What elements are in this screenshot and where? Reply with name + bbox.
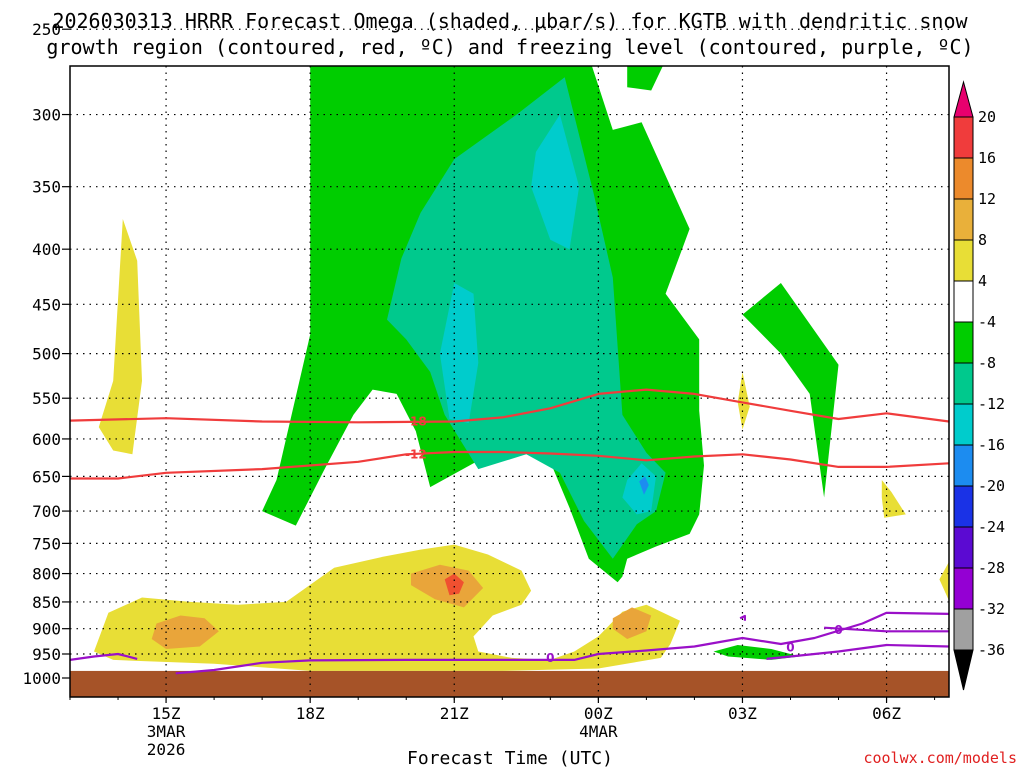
freezing-level-contour: [70, 652, 138, 661]
y-tick-label: 450: [32, 295, 61, 314]
y-tick-label: 500: [32, 345, 61, 364]
omega-region-cyan: [439, 283, 479, 424]
omega-region-yellow: [881, 480, 906, 518]
colorbar-swatch: [953, 280, 974, 323]
freezing-level-contour: [175, 611, 949, 675]
colorbar-swatch: [953, 362, 974, 405]
colorbar-swatch: [953, 403, 974, 446]
freezing-level-contour: [766, 643, 949, 660]
x-tick-date: 3MAR: [147, 722, 186, 741]
colorbar-swatch: [953, 485, 974, 528]
colorbar-label: -28: [978, 559, 1005, 577]
colorbar-swatch: [953, 526, 974, 569]
x-tick-date: 4MAR: [579, 722, 618, 741]
x-tick-year: 2026: [147, 740, 186, 759]
omega-region-green: [713, 645, 801, 660]
omega-region-orange: [612, 607, 652, 639]
y-tick-label: 700: [32, 502, 61, 521]
freezing-level-contour: [824, 626, 949, 633]
colorbar-label: 16: [978, 149, 996, 167]
freezing-level-contour-label: 0: [834, 623, 842, 637]
colorbar-bottom-arrow: [953, 649, 974, 691]
y-tick-label: 600: [32, 430, 61, 449]
colorbar-label: 20: [978, 108, 996, 126]
ground-surface: [70, 670, 949, 697]
colorbar-label: -4: [978, 313, 996, 331]
colorbar-label: -8: [978, 354, 996, 372]
omega-region-blue: [639, 476, 649, 495]
y-tick-label: 650: [32, 467, 61, 486]
omega-shading: [94, 66, 949, 671]
colorbar: 20 16 12 8 4 -4 -8 -12 -16 -20 -24 -28 -32 -36: [953, 80, 1005, 691]
dgz-contour: [70, 450, 949, 480]
colorbar-swatch: [953, 444, 974, 487]
y-tick-label: 800: [32, 565, 61, 584]
colorbar-swatch: [953, 321, 974, 364]
colorbar-swatch: [953, 116, 974, 159]
y-tick-label: 350: [32, 178, 61, 197]
colorbar-label: -32: [978, 600, 1005, 618]
chart-title-line1: 2026030313 HRRR Forecast Omega (shaded, …: [52, 9, 968, 33]
colorbar-label: 8: [978, 231, 987, 249]
colorbar-swatch: [953, 239, 974, 282]
y-tick-label: 750: [32, 534, 61, 553]
y-tick-label: 950: [32, 645, 61, 664]
omega-region-yellow: [98, 219, 142, 455]
omega-region-green: [742, 283, 839, 498]
colorbar-label: -36: [978, 641, 1005, 659]
credit-link[interactable]: coolwx.com/models: [863, 749, 1017, 767]
dgz-contour-label: -12: [405, 447, 427, 461]
freezing-level-contour: [739, 614, 746, 621]
omega-region-red: [444, 573, 464, 596]
chart-title-line2: growth region (contoured, red, ºC) and f…: [46, 35, 973, 59]
y-tick-label: 300: [32, 106, 61, 125]
contour-lines: -18 -12 0 0 0: [70, 388, 949, 675]
omega-region-yellow: [94, 544, 680, 671]
x-tick-label: 21Z: [440, 704, 469, 723]
freezing-level-contour-label: 0: [546, 651, 554, 665]
y-tick-label: 550: [32, 389, 61, 408]
x-tick-label: 18Z: [296, 704, 325, 723]
freezing-level-contour-label: 0: [786, 641, 794, 655]
x-tick-label: 03Z: [728, 704, 757, 723]
omega-region-cyan: [622, 463, 656, 515]
colorbar-label: -20: [978, 477, 1005, 495]
omega-region-yellow: [939, 561, 949, 601]
omega-region-cyan: [531, 114, 580, 250]
y-tick-label: 1000: [22, 669, 61, 688]
plot-area: -18 -12 0 0 0: [69, 28, 950, 698]
y-tick-label: 400: [32, 240, 61, 259]
dgz-contour-label: -18: [405, 414, 427, 428]
colorbar-swatch: [953, 608, 974, 651]
x-tick-label: 15Z: [152, 704, 181, 723]
colorbar-label: -12: [978, 395, 1005, 413]
colorbar-label: -24: [978, 518, 1005, 536]
colorbar-top-arrow: [953, 80, 974, 118]
omega-region-orange: [151, 615, 219, 649]
omega-region-teal: [387, 77, 666, 559]
dgz-contour: [70, 388, 949, 424]
omega-region-green: [627, 66, 663, 91]
omega-region-yellow: [737, 372, 750, 430]
colorbar-label: -16: [978, 436, 1005, 454]
colorbar-swatch: [953, 157, 974, 200]
gridlines: [70, 28, 949, 697]
plot-frame: [69, 65, 950, 698]
colorbar-label: 4: [978, 272, 987, 290]
colorbar-label: 12: [978, 190, 996, 208]
x-tick-label: 00Z: [584, 704, 613, 723]
y-tick-label: 250: [32, 20, 61, 39]
x-axis-label: Forecast Time (UTC): [407, 748, 613, 768]
y-tick-label: 850: [32, 593, 61, 612]
colorbar-swatch: [953, 198, 974, 241]
x-tick-label: 06Z: [872, 704, 901, 723]
y-axis-ticks: 250 300 350 400 450 500 550 600 650 700 750 800 850 9…: [22, 20, 70, 688]
colorbar-swatch: [953, 567, 974, 610]
y-tick-label: 900: [32, 620, 61, 639]
